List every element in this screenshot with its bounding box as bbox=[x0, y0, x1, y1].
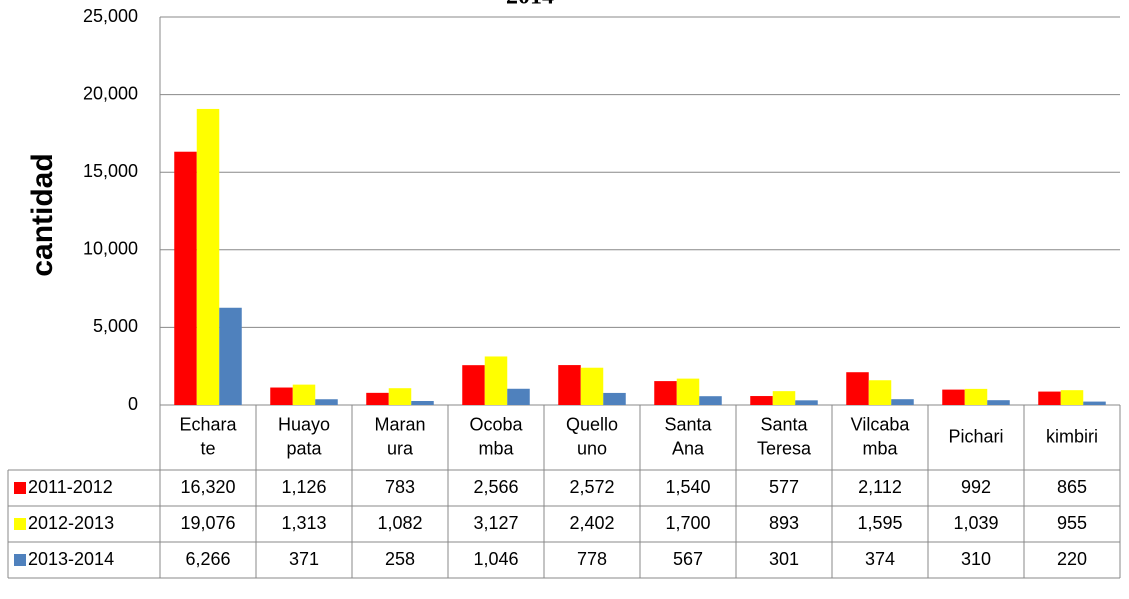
y-tick-label: 10,000 bbox=[83, 239, 138, 259]
bar bbox=[366, 392, 389, 405]
bar bbox=[964, 388, 988, 405]
bar bbox=[1083, 401, 1106, 405]
table-value: 16,320 bbox=[180, 477, 235, 497]
x-tick-label: uno bbox=[577, 438, 607, 458]
x-tick-label: te bbox=[200, 438, 215, 458]
legend-swatch bbox=[14, 518, 26, 530]
table-value: 3,127 bbox=[473, 513, 518, 533]
table-value: 992 bbox=[961, 477, 991, 497]
bar bbox=[388, 388, 412, 405]
x-tick-label: mba bbox=[862, 438, 898, 458]
legend-swatch bbox=[14, 554, 26, 566]
bar bbox=[750, 396, 773, 405]
bar bbox=[891, 399, 914, 405]
x-tick-label: ura bbox=[387, 438, 414, 458]
x-tick-label: Ana bbox=[672, 438, 705, 458]
x-tick-label: Santa bbox=[760, 414, 808, 434]
y-axis-label: cantidad bbox=[26, 153, 59, 276]
x-tick-label: Pichari bbox=[948, 426, 1003, 446]
bar bbox=[868, 380, 892, 405]
table-value: 778 bbox=[577, 549, 607, 569]
bar bbox=[292, 384, 316, 405]
bar bbox=[462, 365, 485, 405]
table-value: 1,595 bbox=[857, 513, 902, 533]
bar bbox=[196, 108, 220, 405]
table-value: 567 bbox=[673, 549, 703, 569]
table-value: 2,402 bbox=[569, 513, 614, 533]
bar bbox=[507, 388, 530, 405]
table-value: 865 bbox=[1057, 477, 1087, 497]
table-value: 893 bbox=[769, 513, 799, 533]
bar bbox=[315, 399, 338, 405]
bar bbox=[1060, 390, 1084, 405]
table-value: 2,112 bbox=[858, 477, 902, 497]
x-tick-label: mba bbox=[478, 438, 514, 458]
x-tick-label: pata bbox=[286, 438, 322, 458]
table-value: 19,076 bbox=[180, 513, 235, 533]
table-value: 371 bbox=[289, 549, 319, 569]
table-value: 1,046 bbox=[473, 549, 518, 569]
table-value: 577 bbox=[769, 477, 799, 497]
bar bbox=[772, 391, 796, 405]
table-value: 1,540 bbox=[665, 477, 710, 497]
table-value: 783 bbox=[385, 477, 415, 497]
bar bbox=[411, 400, 434, 405]
bar bbox=[942, 389, 965, 405]
bar bbox=[846, 372, 869, 405]
x-tick-label: Echara bbox=[179, 414, 237, 434]
bar bbox=[987, 400, 1010, 405]
bar bbox=[699, 396, 722, 405]
bar bbox=[603, 392, 626, 405]
x-tick-label: Teresa bbox=[757, 438, 812, 458]
y-tick-label: 20,000 bbox=[83, 83, 138, 103]
bar bbox=[174, 151, 197, 405]
chart-title: 2014 bbox=[506, 0, 554, 10]
bar bbox=[558, 365, 581, 405]
table-value: 1,126 bbox=[281, 477, 326, 497]
table-value: 2,566 bbox=[473, 477, 518, 497]
y-tick-label: 15,000 bbox=[83, 161, 138, 181]
bar bbox=[1038, 391, 1061, 405]
x-tick-label: kimbiri bbox=[1046, 426, 1098, 446]
legend-swatch bbox=[14, 482, 26, 494]
x-tick-label: Santa bbox=[664, 414, 712, 434]
table-value: 1,082 bbox=[377, 513, 422, 533]
table-value: 310 bbox=[961, 549, 991, 569]
x-tick-label: Quello bbox=[566, 414, 618, 434]
legend-label: 2013-2014 bbox=[28, 549, 114, 569]
bar bbox=[484, 356, 508, 405]
x-tick-label: Ocoba bbox=[469, 414, 523, 434]
bar bbox=[654, 381, 677, 405]
bar bbox=[219, 307, 242, 405]
legend-label: 2012-2013 bbox=[28, 513, 114, 533]
x-tick-label: Vilcaba bbox=[851, 414, 911, 434]
legend-label: 2011-2012 bbox=[28, 477, 113, 497]
table-value: 374 bbox=[865, 549, 895, 569]
table-value: 301 bbox=[769, 549, 799, 569]
bar bbox=[795, 400, 818, 405]
bar bbox=[676, 378, 700, 405]
bar bbox=[270, 387, 293, 405]
table-value: 1,039 bbox=[953, 513, 998, 533]
y-tick-label: 25,000 bbox=[83, 6, 138, 26]
table-value: 6,266 bbox=[185, 549, 230, 569]
table-value: 1,313 bbox=[281, 513, 326, 533]
x-tick-label: Huayo bbox=[278, 414, 330, 434]
table-value: 220 bbox=[1057, 549, 1087, 569]
y-tick-label: 5,000 bbox=[93, 316, 138, 336]
table-value: 258 bbox=[385, 549, 415, 569]
table-value: 955 bbox=[1057, 513, 1087, 533]
x-tick-label: Maran bbox=[374, 414, 425, 434]
table-value: 2,572 bbox=[569, 477, 614, 497]
y-tick-label: 0 bbox=[128, 394, 138, 414]
bar bbox=[580, 367, 604, 405]
table-value: 1,700 bbox=[665, 513, 710, 533]
